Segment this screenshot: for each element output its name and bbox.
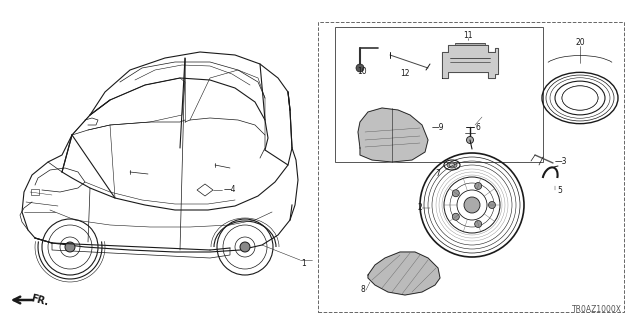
Bar	[455, 43, 485, 48]
Polygon shape	[442, 45, 498, 78]
Polygon shape	[368, 252, 440, 295]
Text: 6: 6	[476, 123, 481, 132]
Text: 1: 1	[301, 260, 307, 268]
Text: 20: 20	[575, 38, 585, 47]
Circle shape	[240, 242, 250, 252]
Text: —3: —3	[555, 156, 568, 165]
Text: 5: 5	[557, 186, 563, 195]
Bar	[31, 189, 39, 195]
Ellipse shape	[562, 86, 598, 110]
Text: FR.: FR.	[30, 293, 50, 307]
Text: TR0AZ1000X: TR0AZ1000X	[572, 305, 622, 314]
Circle shape	[475, 182, 482, 189]
Circle shape	[356, 64, 364, 72]
Text: —9: —9	[432, 124, 445, 132]
Text: —4: —4	[224, 186, 237, 195]
Text: 7: 7	[436, 169, 440, 178]
Circle shape	[467, 137, 474, 143]
Circle shape	[475, 220, 482, 228]
Text: 11: 11	[463, 30, 473, 39]
Ellipse shape	[447, 162, 457, 168]
Text: 10: 10	[357, 68, 367, 76]
Circle shape	[65, 242, 75, 252]
Bar	[318, 22, 624, 312]
Circle shape	[452, 190, 460, 197]
Circle shape	[452, 213, 460, 220]
Text: 12: 12	[400, 69, 410, 78]
Circle shape	[488, 202, 495, 209]
Text: 8: 8	[360, 285, 365, 294]
Polygon shape	[358, 108, 428, 162]
Text: 2: 2	[418, 204, 422, 212]
Circle shape	[464, 197, 480, 213]
Bar	[335, 27, 543, 162]
